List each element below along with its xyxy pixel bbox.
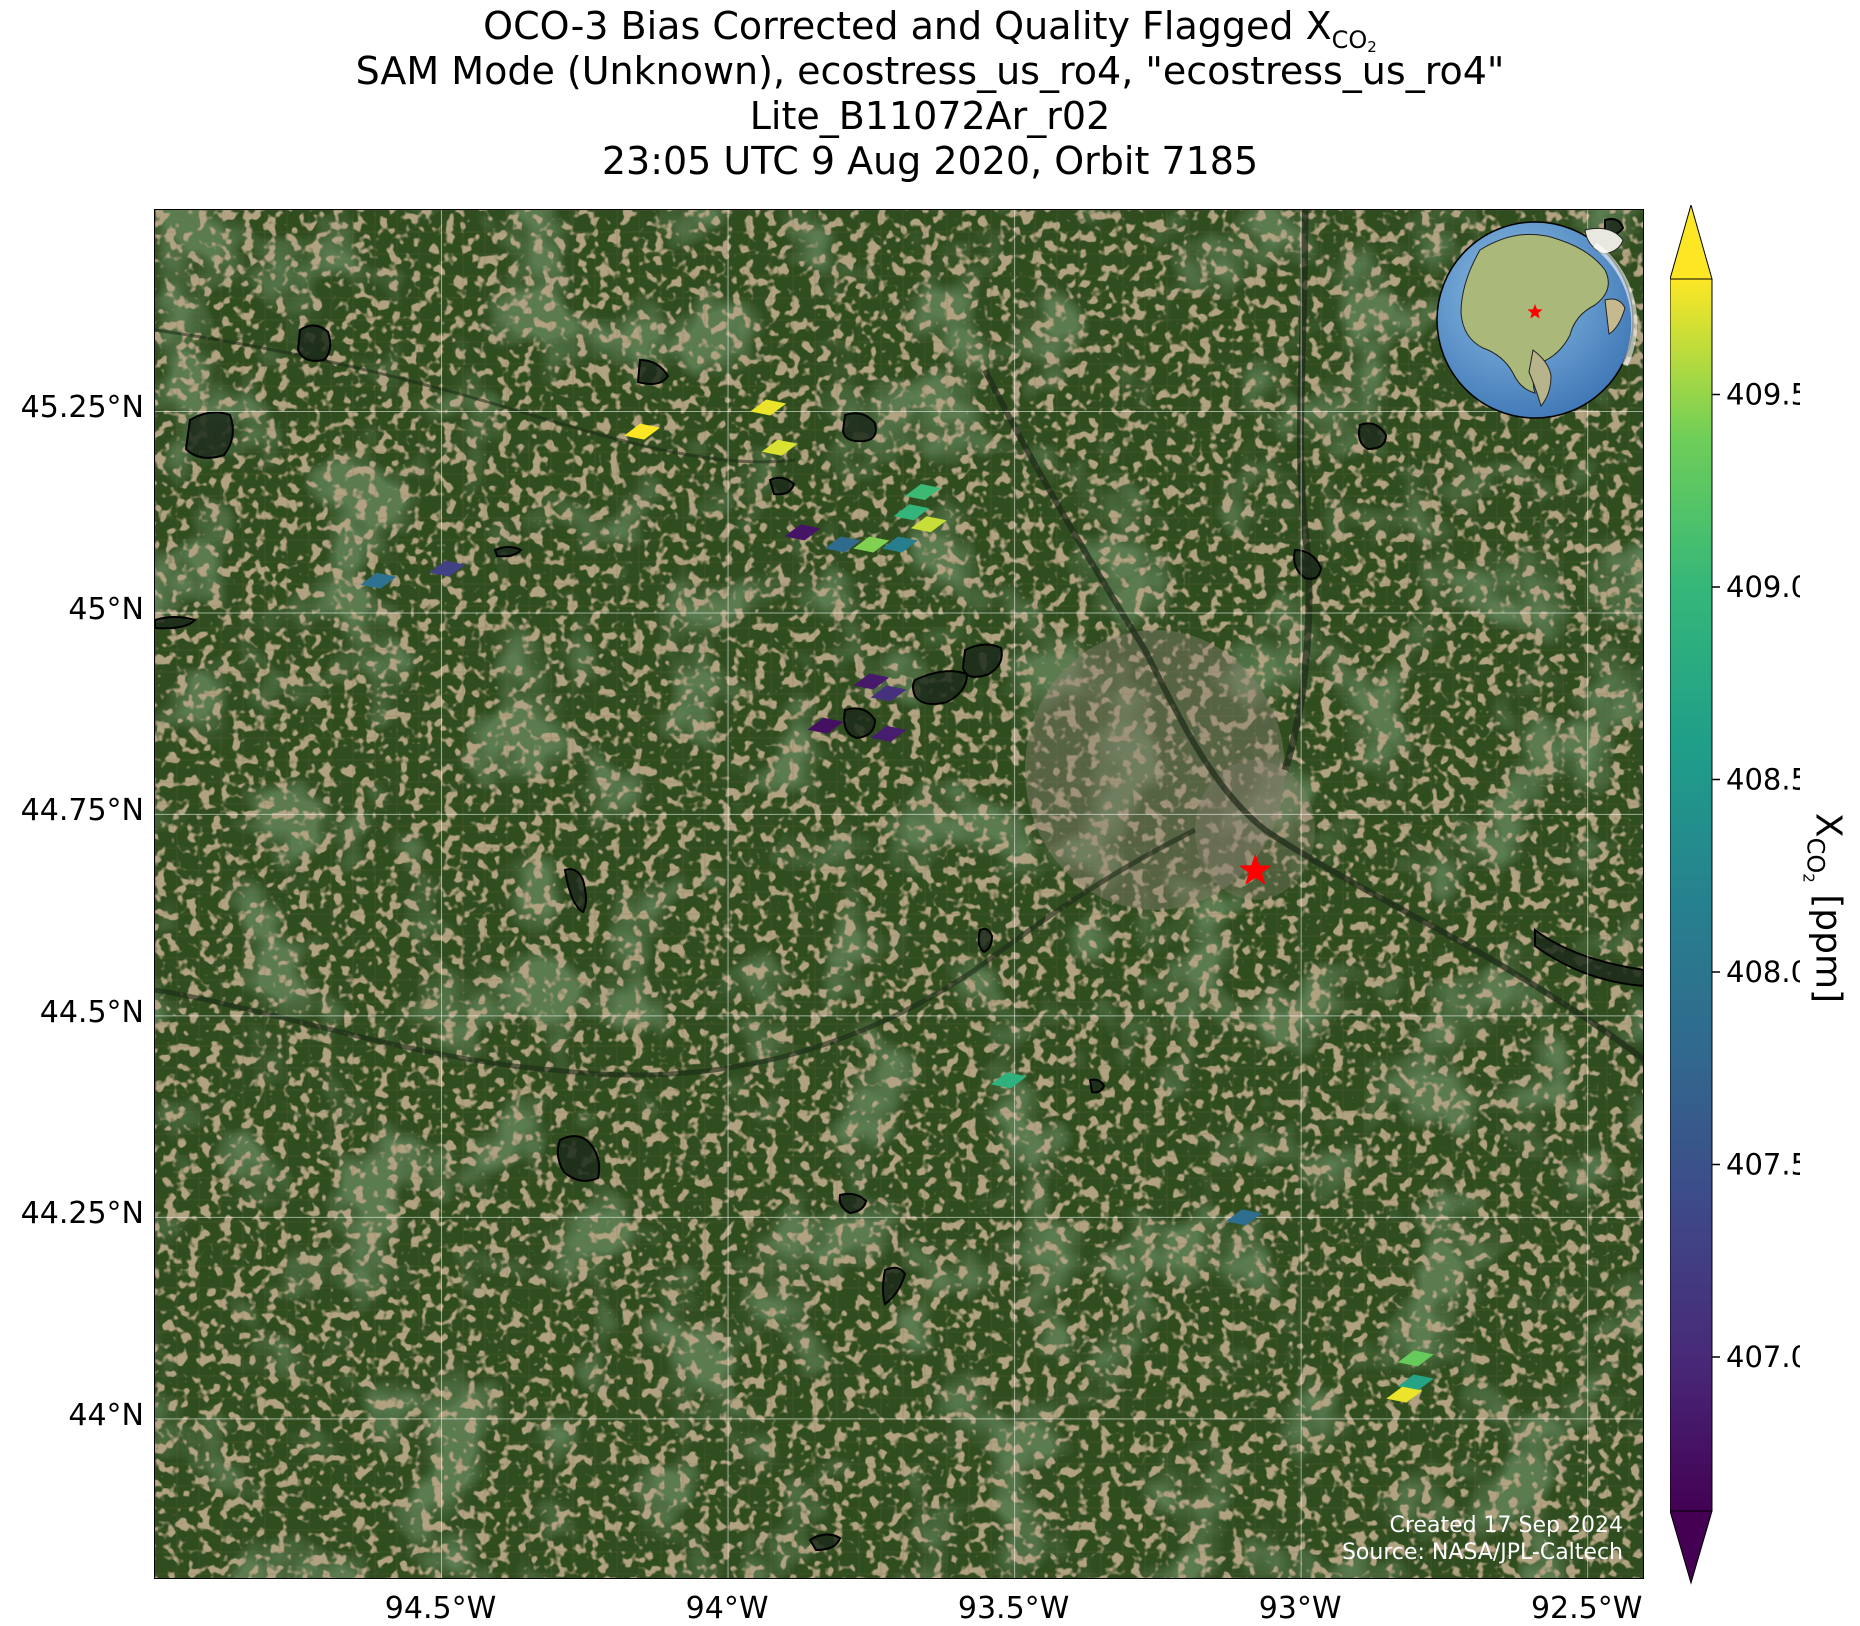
lake xyxy=(563,868,587,914)
xco2-sounding xyxy=(761,439,798,456)
xco2-sounding xyxy=(910,516,947,533)
star-icon xyxy=(1239,853,1272,885)
target-marker-layer xyxy=(1239,853,1272,885)
longitude-tick-label: 93°W xyxy=(1258,1591,1342,1626)
latitude-tick-label: 44.5°N xyxy=(39,994,144,1030)
lake xyxy=(296,324,332,362)
xco2-sounding xyxy=(1225,1209,1262,1226)
latitude-tick-label: 45°N xyxy=(68,591,144,627)
colorbar-tick-label: 408.0 xyxy=(1726,955,1800,989)
lake xyxy=(1088,1078,1106,1094)
lake xyxy=(843,707,877,740)
xco2-sounding xyxy=(893,504,930,521)
lake xyxy=(1358,422,1388,451)
credit-text: Created 17 Sep 2024 Source: NASA/JPL-Cal… xyxy=(1342,1512,1623,1566)
xco2-sounding xyxy=(882,536,918,553)
longitude-tick-label: 94.5°W xyxy=(384,1591,497,1626)
xco2-sounding xyxy=(784,524,821,541)
xco2-sounding xyxy=(624,423,661,440)
xco2-sounding xyxy=(1397,1374,1434,1391)
lake xyxy=(961,643,1003,678)
colorbar-tick-label: 407.5 xyxy=(1726,1148,1800,1182)
lake xyxy=(841,412,877,443)
lake xyxy=(636,358,670,385)
colorbar-extend-min xyxy=(1670,1510,1713,1585)
lake xyxy=(493,546,523,558)
lake xyxy=(184,411,234,459)
colorbar-tick-label: 409.0 xyxy=(1726,570,1800,604)
colorbar-tick-label: 407.0 xyxy=(1726,1340,1800,1374)
lake xyxy=(155,616,197,630)
colorbar: 407.0 407.5 408.0 408.5 409.0 409.5 xyxy=(1670,205,1800,1585)
xco2-sounding xyxy=(904,484,941,501)
urban-area xyxy=(1195,760,1315,900)
river xyxy=(155,328,796,464)
colorbar-extend-max xyxy=(1670,205,1713,280)
lake xyxy=(1534,928,1643,987)
colorbar-tick-label: 409.5 xyxy=(1726,378,1800,412)
longitude-tick-label: 94°W xyxy=(685,1591,769,1626)
colorbar-label: XCO2 [ppm] xyxy=(1799,812,1849,1004)
gridlines xyxy=(155,210,1643,1578)
latitude-tick-label: 44.75°N xyxy=(20,793,144,829)
xco2-sounding xyxy=(824,536,861,553)
inset-globe xyxy=(1436,221,1638,419)
river xyxy=(982,368,1643,1063)
title-line-3: Lite_B11072Ar_r02 xyxy=(749,94,1111,138)
star-icon xyxy=(1527,304,1543,319)
lake xyxy=(808,1533,842,1552)
latitude-tick-label: 44.25°N xyxy=(20,1196,144,1232)
longitude-tick-label: 92.5°W xyxy=(1530,1591,1643,1626)
created-date: Created 17 Sep 2024 xyxy=(1389,1513,1624,1538)
map-panel[interactable]: Created 17 Sep 2024 Source: NASA/JPL-Cal… xyxy=(154,209,1644,1579)
xco2-sounding xyxy=(429,560,466,577)
longitude-tick-label: 93.5°W xyxy=(957,1591,1070,1626)
figure-title: OCO-3 Bias Corrected and Quality Flagged… xyxy=(0,0,1860,184)
urban-area xyxy=(1025,630,1285,910)
latitude-tick-label: 44°N xyxy=(68,1397,144,1433)
colorbar-ticks: 407.0 407.5 408.0 408.5 409.0 409.5 xyxy=(1712,378,1800,1374)
title-line-4: 23:05 UTC 9 Aug 2020, Orbit 7185 xyxy=(601,139,1259,183)
title-line-1: OCO-3 Bias Corrected and Quality Flagged… xyxy=(483,4,1377,56)
river xyxy=(155,827,1197,1078)
lake xyxy=(882,1266,907,1306)
latitude-tick-label: 45.25°N xyxy=(20,390,144,426)
colorbar-tick-label: 408.5 xyxy=(1726,763,1800,797)
xco2-soundings xyxy=(360,399,1434,1403)
xco2-sounding xyxy=(870,725,907,742)
xco2-sounding xyxy=(807,717,844,734)
map-canvas[interactable] xyxy=(155,210,1644,1579)
globe-highlight xyxy=(1593,242,1638,367)
colorbar-gradient xyxy=(1670,278,1713,1512)
xco2-sounding xyxy=(990,1072,1027,1089)
lake xyxy=(556,1135,601,1182)
satellite-basemap xyxy=(155,210,1643,1578)
data-source: Source: NASA/JPL-Caltech xyxy=(1341,1540,1623,1565)
xco2-sounding xyxy=(853,673,890,690)
xco2-sounding xyxy=(1397,1350,1434,1367)
xco2-sounding xyxy=(1386,1386,1423,1403)
lake xyxy=(838,1192,868,1215)
title-line-2: SAM Mode (Unknown), ecostress_us_ro4, "e… xyxy=(355,49,1505,93)
lake xyxy=(912,670,969,705)
xco2-sounding xyxy=(360,572,397,589)
xco2-sounding xyxy=(870,685,907,702)
xco2-sounding xyxy=(750,399,787,416)
lake xyxy=(977,927,994,954)
xco2-sounding xyxy=(853,536,890,553)
lake xyxy=(768,476,796,496)
